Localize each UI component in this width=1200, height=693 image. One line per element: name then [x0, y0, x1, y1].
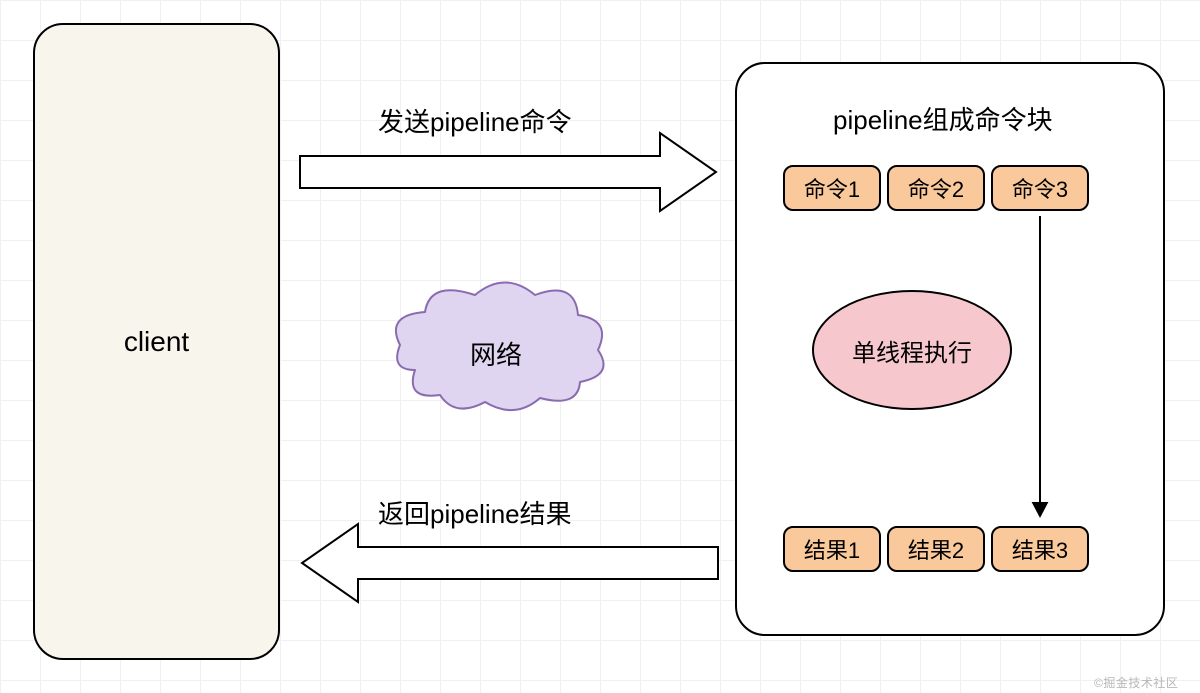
diagram-canvas: client pipeline组成命令块 命令1 命令2 命令3 单线程执行 结… [0, 0, 1200, 693]
result-2: 结果2 [887, 526, 985, 572]
send-arrow-label: 发送pipeline命令 [378, 102, 572, 139]
result-1-label: 结果1 [804, 533, 860, 565]
command-3: 命令3 [991, 165, 1089, 211]
result-2-label: 结果2 [908, 533, 964, 565]
client-label: client [124, 326, 189, 358]
single-thread-label: 单线程执行 [852, 333, 972, 368]
result-3: 结果3 [991, 526, 1089, 572]
command-1-label: 命令1 [804, 172, 860, 204]
command-3-label: 命令3 [1012, 172, 1068, 204]
result-1: 结果1 [783, 526, 881, 572]
result-3-label: 结果3 [1012, 533, 1068, 565]
client-node: client [33, 23, 280, 660]
server-title: pipeline组成命令块 [833, 100, 1053, 137]
cloud-label: 网络 [470, 335, 522, 372]
single-thread-ellipse: 单线程执行 [812, 290, 1012, 410]
watermark-text: ©掘金技术社区 [1094, 674, 1178, 691]
command-1: 命令1 [783, 165, 881, 211]
command-2-label: 命令2 [908, 172, 964, 204]
command-2: 命令2 [887, 165, 985, 211]
return-arrow-label: 返回pipeline结果 [378, 494, 572, 531]
